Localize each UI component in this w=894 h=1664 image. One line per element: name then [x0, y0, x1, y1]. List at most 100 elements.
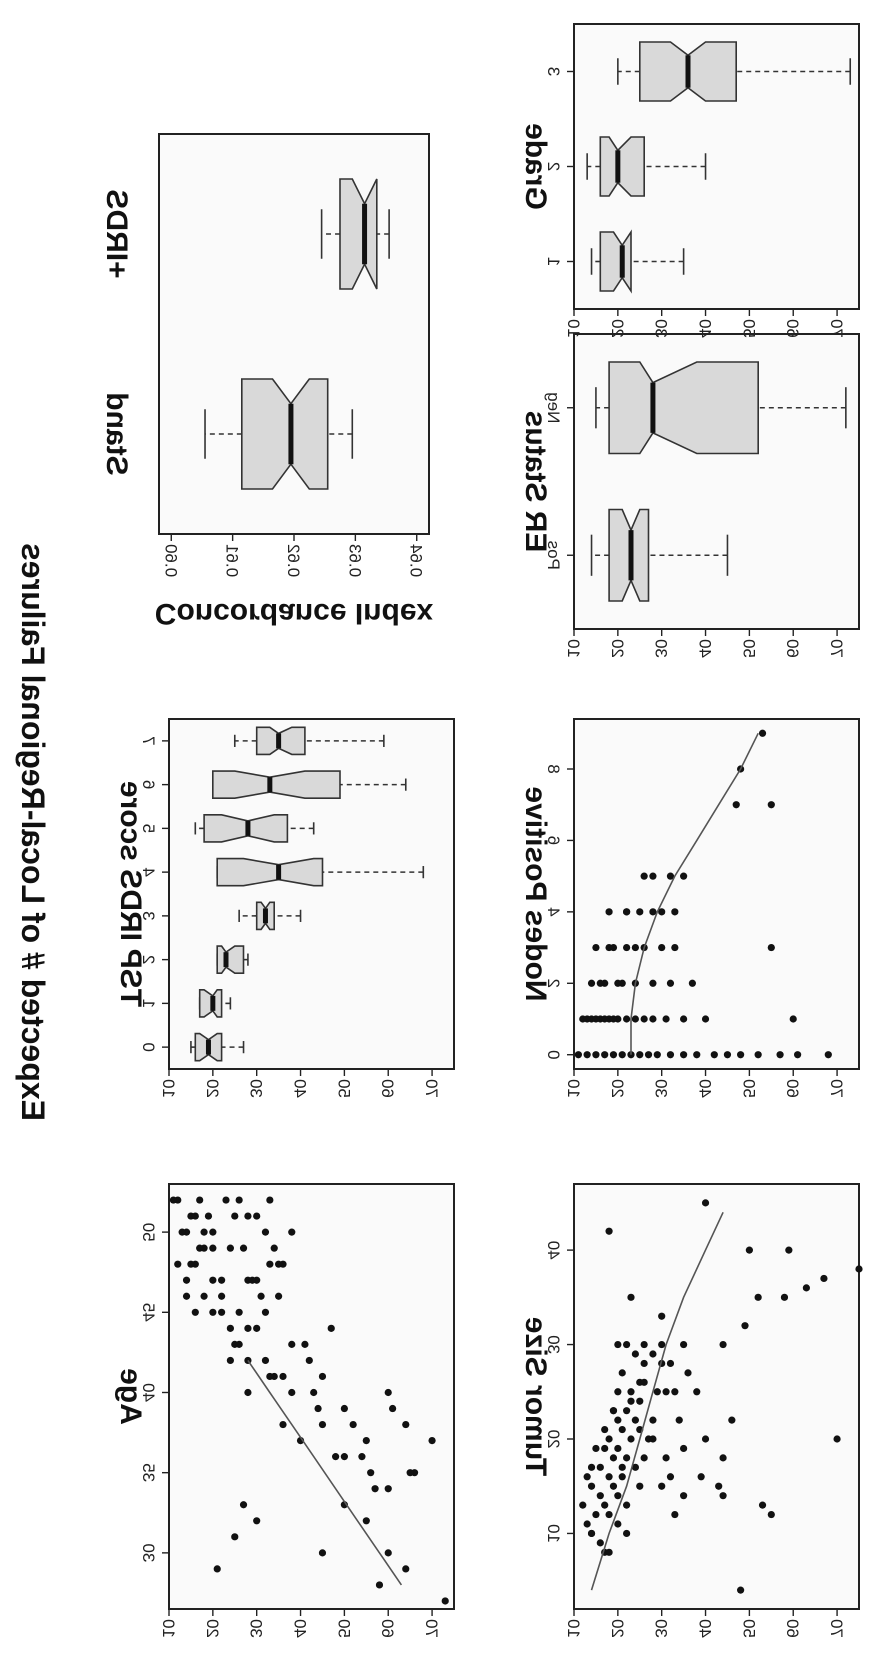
data-point [601, 1051, 609, 1059]
data-point [305, 1356, 313, 1365]
y-tick-label: 10 [159, 1079, 178, 1098]
y-tick-label: 10 [564, 319, 583, 338]
data-point [601, 1444, 609, 1453]
data-point [609, 1051, 618, 1059]
data-point [609, 1015, 618, 1023]
y-tick-label: 50 [739, 1619, 758, 1638]
data-point [226, 1324, 234, 1332]
data-point [671, 1510, 679, 1519]
data-point [169, 1196, 177, 1204]
box-2 [216, 945, 245, 975]
x-tick-label: 8 [544, 764, 563, 773]
axis-title: Grade [519, 123, 552, 210]
data-point [710, 1051, 718, 1059]
data-point [640, 1378, 648, 1386]
data-point [266, 1196, 274, 1204]
data-point [649, 1015, 657, 1023]
smooth-fit-line [590, 1211, 724, 1591]
y-tick-label: 20 [608, 319, 627, 338]
y-tick-label: 70 [422, 1619, 441, 1638]
data-point [332, 1453, 340, 1461]
data-point [235, 1340, 243, 1348]
data-point [226, 1356, 234, 1365]
chart-panel-concordance: 0.60 0.61 0.62 0.63 0.64 Concordance Index Sta… [100, 133, 434, 630]
data-point [631, 1350, 639, 1358]
y-tick-label: 60 [783, 319, 802, 338]
data-point [596, 1463, 604, 1471]
data-point [701, 1435, 710, 1443]
y-tick-label: 30 [247, 1079, 266, 1098]
data-point [723, 1051, 732, 1059]
data-point [767, 1510, 775, 1519]
data-point [204, 1212, 213, 1220]
data-point [741, 1322, 749, 1330]
data-point [653, 1388, 661, 1396]
data-point [640, 1454, 648, 1462]
data-point [279, 1420, 287, 1429]
data-point [855, 1265, 863, 1273]
data-point [340, 1404, 348, 1413]
data-point [780, 1293, 789, 1301]
x-tick-label: 0 [544, 1050, 563, 1059]
x-tick-label: 1 [139, 999, 158, 1008]
data-point [605, 1435, 613, 1443]
y-tick-label: 70 [422, 1079, 441, 1098]
data-point [662, 1015, 670, 1023]
data-point [719, 1454, 727, 1462]
box-Stand [240, 378, 329, 490]
data-point [649, 1350, 657, 1358]
data-point [680, 1340, 688, 1349]
data-point [257, 1292, 265, 1300]
chart-panel-tumor-size: 10 20 30 40 50 60 70 Tumor Size 10 20 30 40 [519, 1183, 863, 1638]
x-tick-label: 4 [139, 867, 158, 876]
data-point [441, 1597, 449, 1605]
data-point [196, 1244, 204, 1252]
data-point [623, 908, 631, 916]
data-point [318, 1420, 327, 1429]
x-tick-label: 1 [544, 257, 563, 266]
data-point [627, 1435, 635, 1443]
x-tick-label: 3 [544, 67, 563, 76]
data-point [358, 1453, 366, 1461]
y-tick-label: 60 [783, 639, 802, 658]
data-point [627, 1388, 635, 1396]
y-tick-label: 10 [159, 1619, 178, 1638]
data-point [671, 908, 679, 916]
data-point [596, 979, 604, 987]
data-point [605, 1510, 613, 1519]
y-tick-label: 50 [739, 319, 758, 338]
data-point [266, 1260, 274, 1268]
axis-title: ER Status [519, 411, 552, 553]
data-point [191, 1212, 199, 1220]
data-point [631, 1463, 639, 1471]
data-point [658, 1312, 666, 1320]
data-point [182, 1292, 191, 1300]
data-point [574, 1051, 582, 1059]
data-point [191, 1308, 199, 1316]
data-point [684, 1369, 692, 1377]
data-point [737, 1586, 745, 1594]
y-tick-label: 20 [203, 1079, 222, 1098]
data-point [605, 1548, 613, 1556]
data-point [754, 1293, 762, 1301]
chart-panel-grade: 10 20 30 40 50 60 70 Grade 1 2 3 [519, 23, 860, 338]
data-point [719, 1340, 727, 1349]
data-point [649, 1416, 657, 1424]
x-tick-label: 3 [139, 911, 158, 920]
x-tick-label: +IRDS [100, 189, 133, 278]
data-point [583, 1015, 591, 1023]
data-point [226, 1244, 234, 1252]
data-point [631, 1015, 639, 1023]
x-tick-label: 2 [544, 162, 563, 171]
x-tick-label: 40 [544, 1241, 563, 1260]
data-point [767, 943, 775, 952]
data-point [318, 1549, 327, 1557]
x-tick-label: 10 [544, 1524, 563, 1543]
data-point [579, 1501, 587, 1509]
data-point [658, 908, 666, 916]
data-point [362, 1437, 370, 1445]
y-tick-label: 10 [564, 1619, 583, 1638]
data-point [239, 1501, 248, 1509]
data-point [767, 801, 775, 809]
data-point [649, 908, 657, 916]
